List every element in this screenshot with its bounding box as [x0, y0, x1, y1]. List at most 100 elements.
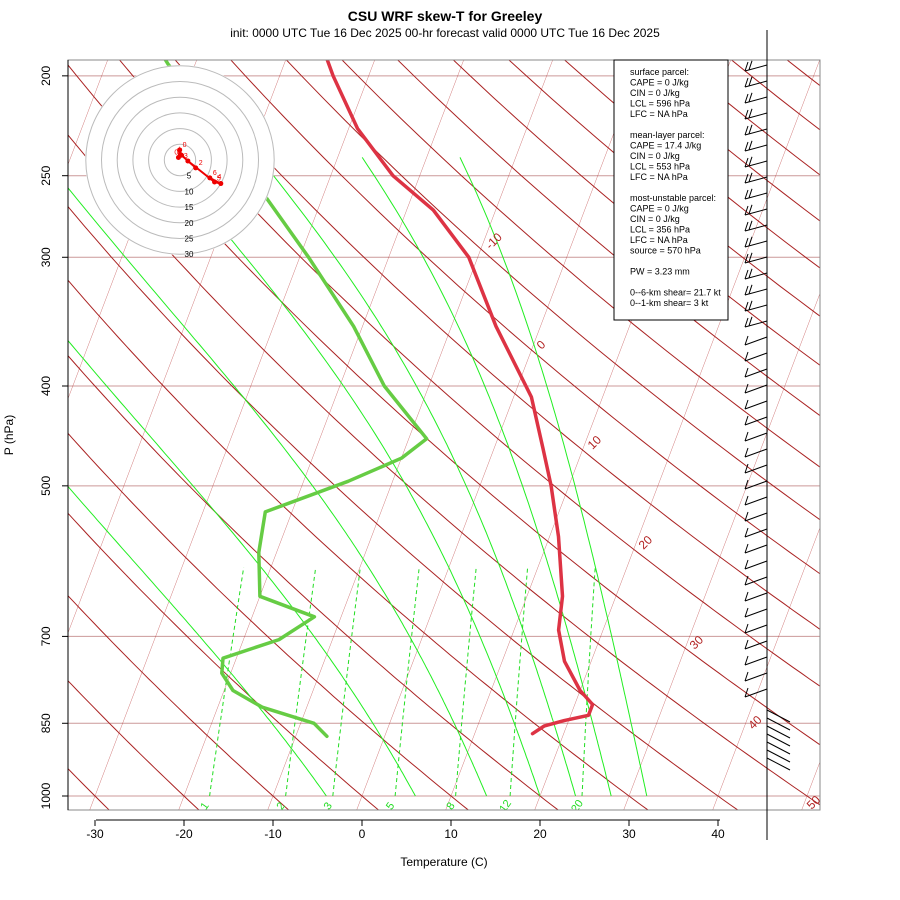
barb-flag: [744, 301, 749, 312]
wind-barb: [744, 687, 768, 698]
barb-flag: [744, 463, 749, 474]
barb-flag: [748, 188, 753, 198]
wind-barb: [744, 172, 768, 184]
barb-flag: [744, 173, 749, 184]
chart-title: CSU WRF skew-T for Greeley: [348, 8, 543, 24]
hodograph-ring-label: 25: [185, 235, 194, 244]
barb-flag: [744, 559, 749, 570]
hodograph-ring: [163, 143, 197, 177]
wind-barb: [744, 463, 768, 474]
dry-adiabat: [230, 60, 820, 575]
wind-barb: [766, 757, 791, 771]
barb-flag: [744, 591, 749, 602]
moist-adiabat: [68, 339, 416, 797]
barb-flag: [744, 253, 749, 264]
mixing-ratio-line: [285, 567, 317, 797]
wind-barb: [744, 204, 768, 216]
barb-flag: [744, 237, 749, 248]
dry-adiabat: [68, 595, 290, 810]
y-axis: 1001502002503004005007008501000: [39, 60, 69, 810]
hodograph-ring-label: 20: [185, 219, 194, 228]
x-tick-label: -20: [175, 827, 193, 841]
dry-adiabat: [619, 60, 820, 222]
x-tick-label: 0: [359, 827, 366, 841]
hodograph-ring: [132, 112, 228, 208]
wind-barb: [766, 709, 791, 723]
barb-flag: [748, 172, 753, 182]
mixing-ratio-label: 3: [322, 800, 335, 812]
hodograph-ring: [116, 96, 244, 224]
hodograph-point: [179, 152, 185, 158]
moist-adiabat: [162, 157, 541, 797]
hodograph-point-label: 6: [213, 170, 217, 177]
legend-line: LCL = 553 hPa: [630, 162, 690, 172]
barb-flag: [744, 141, 749, 152]
x-tick-label: 20: [533, 827, 547, 841]
mixing-ratio-label: 2: [274, 800, 287, 812]
barb-flag: [744, 431, 749, 442]
wind-barb: [744, 575, 768, 586]
hodograph-point: [218, 181, 224, 187]
legend-line: LFC = NA hPa: [630, 235, 688, 245]
isotherm-line: [178, 60, 464, 810]
barb-shaft: [744, 672, 768, 682]
hodograph-point-label: 3: [184, 153, 188, 160]
barb-shaft: [744, 192, 768, 200]
x-axis: -30 -20 -10 0 10 20 30 40: [86, 819, 725, 841]
wind-barb: [744, 415, 768, 426]
wind-barb: [744, 399, 768, 410]
barb-flag: [748, 76, 753, 86]
barb-flag: [744, 221, 749, 232]
wind-barb: [744, 60, 768, 72]
hodograph-ring: [85, 65, 275, 255]
barb-flag: [744, 415, 749, 426]
hodograph-point-label: 0: [174, 149, 178, 156]
barb-flag: [748, 92, 753, 102]
barb-shaft: [744, 400, 768, 410]
wind-barb: [744, 236, 768, 248]
wind-barb: [744, 140, 768, 152]
hodograph-point: [212, 179, 218, 185]
barb-shaft: [744, 208, 768, 216]
hodograph-point: [185, 158, 191, 164]
wind-barb: [744, 335, 768, 346]
barb-flag: [748, 300, 753, 310]
hodograph-point: [177, 147, 183, 153]
isotherm-label: 10: [585, 433, 605, 453]
barb-shaft: [744, 464, 768, 474]
hodograph-ring: [101, 81, 259, 239]
wind-barb: [744, 495, 768, 506]
hodograph-point-label: 4: [218, 174, 222, 181]
legend-line: CIN = 0 J/kg: [630, 151, 680, 161]
barb-shaft: [744, 688, 768, 698]
wind-barb: [766, 749, 791, 763]
barb-flag: [748, 220, 753, 230]
hodograph-ring-label: 5: [187, 172, 192, 181]
barb-shaft: [744, 416, 768, 426]
isotherm-line: [267, 60, 553, 810]
y-tick-label: 200: [39, 66, 53, 86]
hodograph-background: [85, 65, 275, 255]
dry-adiabat: [563, 60, 820, 269]
wind-barb: [744, 383, 768, 394]
barb-flag: [744, 93, 749, 104]
barb-shaft: [744, 384, 768, 394]
chart-subtitle: init: 0000 UTC Tue 16 Dec 2025 00-hr for…: [230, 26, 660, 40]
legend-line: 0--6-km shear= 21.7 kt: [630, 288, 721, 298]
barb-shaft: [744, 352, 768, 362]
mixing-ratio-line: [455, 567, 477, 797]
wind-barb: [744, 108, 768, 120]
barb-shaft: [744, 560, 768, 570]
hodograph-ring-label: 15: [185, 203, 194, 212]
wind-barb: [744, 639, 768, 650]
mixing-ratio-label: 1: [198, 800, 211, 812]
barb-flag: [744, 607, 749, 618]
y-tick-label: 400: [39, 376, 53, 396]
y-tick-label: 1000: [39, 782, 53, 809]
barb-flag: [748, 316, 753, 326]
barb-shaft: [744, 608, 768, 618]
isotherm-label: -10: [483, 230, 505, 252]
barb-flag: [748, 236, 753, 246]
barb-shaft: [744, 576, 768, 586]
